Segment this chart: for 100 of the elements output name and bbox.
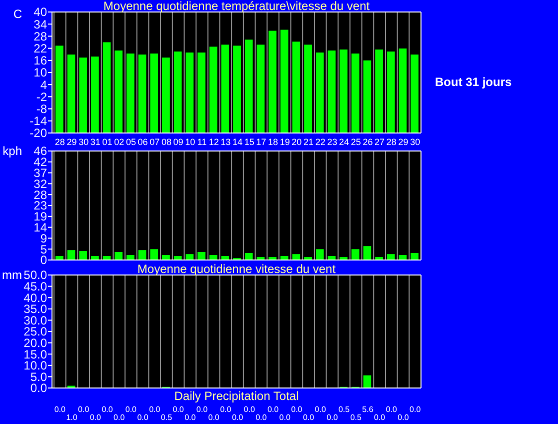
x-tick-label: 02 [114, 137, 124, 147]
y-tick-label: 28 [34, 29, 48, 44]
x-tick-label: 14 [232, 137, 243, 147]
bar [375, 50, 383, 133]
data-label: 0.0 [279, 413, 291, 422]
bar [56, 256, 64, 260]
bar [114, 50, 123, 133]
x-tick-label: 31 [90, 137, 100, 147]
bar [233, 46, 241, 133]
bar [363, 375, 372, 388]
bar [244, 252, 253, 260]
data-label: 0.0 [267, 405, 280, 414]
x-tick-label: 12 [208, 137, 219, 147]
bar [126, 54, 134, 133]
bar [410, 252, 418, 260]
y-tick-label: 40.0 [24, 290, 48, 305]
bar [209, 46, 218, 133]
y-tick-label: 10 [34, 66, 48, 80]
data-label: 0.0 [398, 413, 410, 422]
y-tick-label: -14 [30, 114, 48, 128]
bar [316, 52, 324, 133]
bar [162, 255, 170, 260]
x-tick-label: 18 [268, 137, 278, 147]
bar [102, 42, 111, 133]
bar [363, 246, 372, 260]
bar [340, 50, 348, 133]
bar [198, 252, 206, 260]
bar [126, 255, 134, 260]
bar [150, 249, 158, 260]
x-tick-label: 30 [78, 137, 89, 147]
x-tick-label: 09 [173, 137, 184, 147]
bar [162, 58, 170, 133]
data-label: 0.0 [314, 405, 326, 414]
y-axis-title: mm [2, 268, 22, 282]
chart-title: Moyenne quotidienne température\vitesse du vent [103, 0, 370, 13]
x-tick-label: 19 [280, 137, 290, 147]
data-label: 0.0 [184, 413, 196, 422]
data-label: 0.5 [160, 413, 173, 422]
bar [67, 54, 76, 133]
x-tick-label: 23 [327, 137, 338, 147]
bar [138, 54, 146, 133]
data-label: 0.0 [256, 413, 268, 422]
bar [398, 48, 407, 133]
y-tick-label: -2 [36, 90, 48, 104]
x-tick-label: 30 [410, 137, 420, 147]
bar [221, 44, 230, 133]
bar [244, 40, 253, 133]
data-label: 0.0 [220, 405, 232, 414]
x-tick-label: 20 [292, 137, 302, 147]
chart-title: Moyenne quotidienne vitesse du vent [137, 262, 336, 276]
x-tick-label: 29 [66, 137, 77, 147]
x-tick-label: 28 [386, 137, 396, 147]
bar [56, 46, 64, 133]
y-tick-label: 45.0 [24, 280, 48, 294]
bar [363, 60, 372, 133]
data-label: 0.0 [149, 405, 161, 414]
x-tick-label: 25 [350, 137, 361, 147]
data-label: 0.0 [54, 405, 66, 414]
x-tick-label: 28 [54, 137, 65, 147]
bar [386, 254, 395, 260]
bar [256, 44, 265, 133]
y-tick-label: 0.0 [30, 381, 48, 396]
bar [351, 54, 360, 133]
x-tick-label: 08 [161, 137, 172, 147]
text: Bout 31 jours [435, 75, 512, 89]
bar [150, 54, 158, 133]
x-tick-label: 15 [244, 137, 254, 147]
x-tick-label: 17 [256, 137, 266, 147]
x-axis-title: Daily Precipitation Total [174, 389, 299, 403]
y-tick-label: 25.0 [24, 324, 48, 339]
data-label: 0.0 [102, 405, 114, 414]
bar [91, 56, 99, 133]
data-label: 0.0 [326, 413, 338, 422]
data-label: 0.0 [291, 405, 303, 414]
data-label: 0.0 [114, 413, 126, 422]
bar [386, 52, 395, 133]
bar [79, 251, 88, 260]
bar [304, 44, 312, 133]
y-axis-title: kph [2, 144, 22, 158]
x-tick-label: 27 [374, 137, 385, 147]
data-label: 0.0 [172, 405, 184, 414]
y-tick-label: 16 [34, 54, 48, 68]
bar [186, 254, 194, 260]
bar [351, 249, 360, 260]
bar [328, 50, 336, 133]
data-label: 0.0 [90, 413, 102, 422]
data-label: 0.5 [338, 405, 350, 414]
y-tick-label: 22 [34, 42, 48, 56]
data-label: 1.0 [66, 413, 78, 422]
bar [221, 256, 230, 260]
bar [174, 52, 182, 133]
data-label: 0.0 [244, 405, 256, 414]
data-label: 0.0 [137, 413, 149, 422]
data-label: 0.0 [125, 405, 138, 414]
y-tick-label: 34 [34, 17, 48, 32]
x-tick-label: 29 [398, 137, 408, 147]
y-tick-label: 20.0 [24, 336, 48, 350]
x-tick-label: 13 [220, 137, 231, 147]
x-tick-label: 26 [362, 137, 373, 147]
data-label: 0.0 [208, 413, 220, 422]
